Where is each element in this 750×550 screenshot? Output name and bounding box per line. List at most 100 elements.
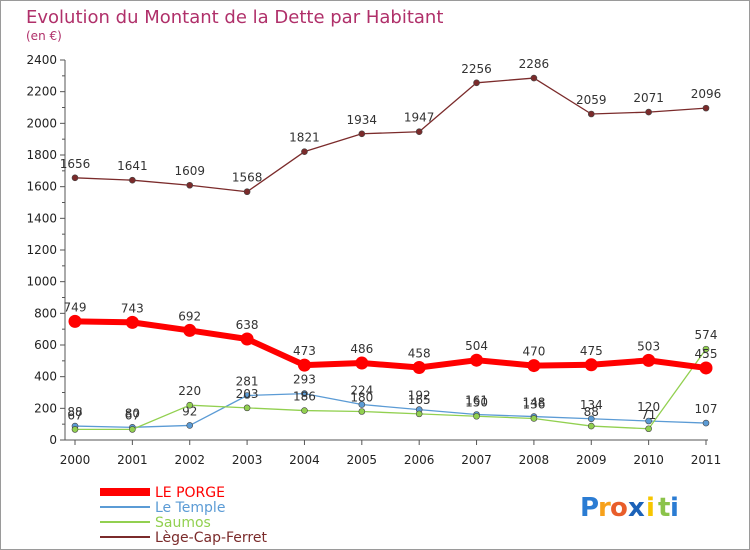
data-point <box>297 358 311 372</box>
data-label: 473 <box>293 344 316 358</box>
data-point <box>530 74 538 82</box>
data-point <box>129 426 136 433</box>
y-tick-label: 0 <box>49 433 57 447</box>
x-tick-label: 2010 <box>633 453 664 467</box>
y-tick-label: 800 <box>34 306 57 320</box>
data-point <box>186 181 194 189</box>
data-point <box>530 415 538 422</box>
data-point <box>587 110 595 118</box>
data-label: 71 <box>641 408 656 422</box>
legend-label: Le Temple <box>155 500 225 516</box>
data-label: 475 <box>580 344 603 358</box>
data-point <box>584 358 598 372</box>
data-point <box>702 345 710 353</box>
y-tick-label: 1400 <box>26 211 57 225</box>
data-point <box>645 108 652 116</box>
data-point <box>186 422 194 429</box>
data-point <box>473 412 480 420</box>
legend-label: Saumos <box>155 515 211 531</box>
x-tick-label: 2005 <box>347 453 378 467</box>
series-line <box>74 77 707 193</box>
data-label: 80 <box>125 406 140 420</box>
data-label: 165 <box>408 393 431 407</box>
series-line <box>75 348 707 431</box>
data-label: 638 <box>236 318 259 332</box>
data-label: 2256 <box>461 62 492 76</box>
data-point <box>125 315 139 329</box>
data-label: 458 <box>408 346 431 360</box>
data-label: 88 <box>584 405 599 419</box>
logo-letter: o <box>610 493 628 523</box>
data-label: 1641 <box>117 159 148 173</box>
logo-letter: i <box>670 493 679 523</box>
data-label: 470 <box>522 345 545 359</box>
series-layer: 1656 1641 1609 1568 1821 1934 1947 2256 2286 2059… <box>60 57 722 433</box>
data-label: 186 <box>293 390 316 404</box>
series-line <box>74 392 707 428</box>
data-point <box>243 392 251 399</box>
data-point <box>702 104 710 112</box>
data-label: 503 <box>637 339 660 353</box>
data-label: 150 <box>465 395 488 409</box>
data-point <box>642 353 656 367</box>
data-label: 486 <box>350 342 373 356</box>
y-tick-label: 2400 <box>26 53 57 67</box>
x-tick-label: 2011 <box>691 453 722 467</box>
data-label: 203 <box>236 387 259 401</box>
y-tick-label: 1000 <box>26 275 57 289</box>
chart-title: Evolution du Montant de la Dette par Hab… <box>26 7 443 28</box>
data-label: 504 <box>465 339 488 353</box>
data-point <box>71 174 79 182</box>
y-tick-label: 1600 <box>26 180 57 194</box>
series-le-temple: 88 80 92 281 293 224 192 161 148 134 120 107 <box>67 373 717 431</box>
data-point <box>301 148 308 155</box>
logo-letter: x <box>628 493 645 523</box>
data-label: 574 <box>695 328 718 342</box>
x-tick-label: 2000 <box>60 453 91 467</box>
x-tick-label: 2001 <box>117 453 148 467</box>
y-tick-label: 2000 <box>26 116 57 130</box>
data-label: 67 <box>67 408 82 422</box>
data-point <box>301 390 308 397</box>
data-point <box>412 360 426 374</box>
data-point <box>470 353 484 367</box>
data-label: 2071 <box>633 91 664 105</box>
series-le-porge: 749 743 692 638 473 486 458 504 470 475 503 455 <box>64 300 718 375</box>
data-point <box>243 188 251 196</box>
data-label: 1656 <box>60 157 91 171</box>
data-point <box>587 415 595 423</box>
series-saumos: 67 67 220 203 186 180 165 150 136 88 71 574 <box>67 328 718 433</box>
data-label: 692 <box>178 309 201 323</box>
x-tick-label: 2003 <box>232 453 263 467</box>
data-label: 281 <box>236 375 259 389</box>
data-label: 120 <box>637 400 660 414</box>
data-label: 92 <box>182 404 197 418</box>
y-tick-label: 2200 <box>26 85 57 99</box>
data-label: 67 <box>125 408 140 422</box>
data-point <box>243 404 251 412</box>
data-point <box>415 410 423 418</box>
series-l-ge-cap-ferret: 1656 1641 1609 1568 1821 1934 1947 2256 2286 2059… <box>60 57 722 196</box>
data-label: 136 <box>522 397 545 411</box>
legend-label: LE PORGE <box>155 485 225 501</box>
logo-letter: P <box>580 493 599 523</box>
y-tick-label: 1200 <box>26 243 57 257</box>
data-point <box>129 176 136 184</box>
data-point <box>355 356 369 370</box>
y-tick-label: 1800 <box>26 148 57 162</box>
x-tick-label: 2004 <box>289 453 320 467</box>
x-tick-label: 2008 <box>519 453 550 467</box>
data-label: 293 <box>293 373 316 387</box>
data-point <box>415 128 423 136</box>
data-point <box>358 130 366 138</box>
data-point <box>71 426 79 433</box>
data-label: 220 <box>178 384 201 398</box>
data-label: 2096 <box>691 87 722 101</box>
y-tick-label: 600 <box>34 338 57 352</box>
data-label: 455 <box>695 347 718 361</box>
data-point <box>68 314 82 328</box>
data-point <box>587 422 595 430</box>
